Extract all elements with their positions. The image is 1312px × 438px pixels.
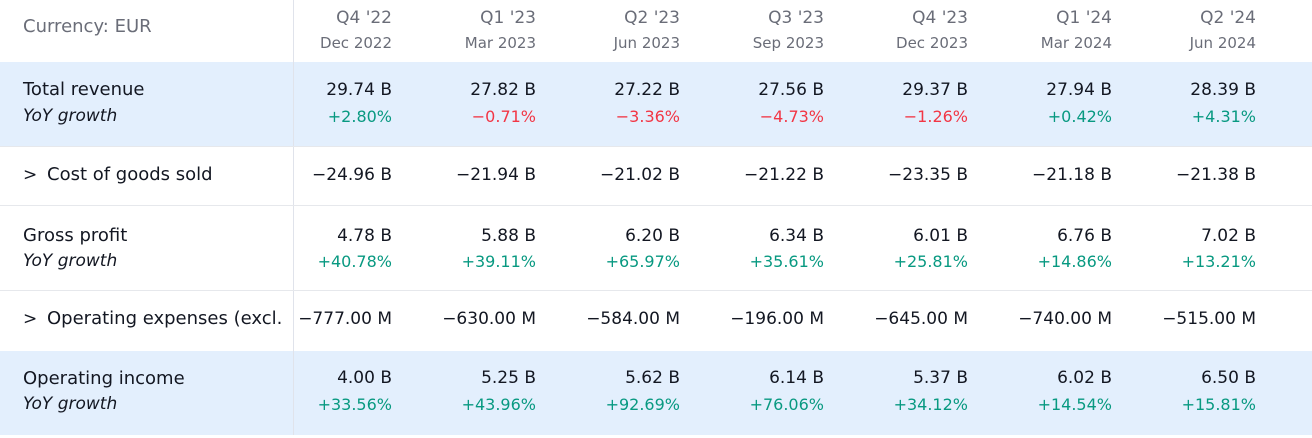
value-cell: −515.00 M (1162, 309, 1256, 329)
header-row: Currency: EUR Q4 '22 Dec 2022 Q1 '23 Mar 20… (0, 0, 1312, 62)
value-cell: 5.88 B (481, 226, 536, 246)
column-date: Dec 2022 (320, 34, 392, 52)
value-cell: −21.18 B (1032, 165, 1112, 185)
row-cost-of-goods-sold[interactable]: > Cost of goods sold −24.96 B −21.94 B −21… (0, 146, 1312, 206)
total-revenue-label: Total revenue (23, 79, 145, 100)
value-cell: 5.25 B (481, 368, 536, 388)
yoy-growth-cell: +35.61% (749, 252, 824, 271)
gross-profit-label: Gross profit (23, 225, 128, 246)
value-cell: −21.38 B (1176, 165, 1256, 185)
value-cell: 7.02 B (1201, 226, 1256, 246)
row-operating-income[interactable]: Operating income YoY growth 4.00 B 5.25 B… (0, 351, 1312, 435)
value-cell: 29.74 B (326, 80, 392, 100)
value-cell: −23.35 B (888, 165, 968, 185)
yoy-growth-cell: +14.54% (1037, 395, 1112, 414)
column-quarter: Q4 '23 (912, 8, 968, 28)
yoy-growth-cell: +13.21% (1181, 252, 1256, 271)
yoy-growth-cell: −0.71% (471, 107, 536, 126)
column-quarter: Q1 '24 (1056, 8, 1112, 28)
value-cell: 6.01 B (913, 226, 968, 246)
yoy-growth-cell: −3.36% (615, 107, 680, 126)
yoy-growth-cell: +43.96% (461, 395, 536, 414)
chevron-right-icon[interactable]: > (23, 165, 38, 185)
column-date: Mar 2024 (1040, 34, 1112, 52)
yoy-growth-cell: +15.81% (1181, 395, 1256, 414)
value-cell: 6.50 B (1201, 368, 1256, 388)
yoy-growth-cell: +34.12% (893, 395, 968, 414)
value-cell: 28.39 B (1190, 80, 1256, 100)
value-cell: −24.96 B (312, 165, 392, 185)
column-quarter: Q2 '24 (1200, 8, 1256, 28)
yoy-growth-cell: +2.80% (327, 107, 392, 126)
gross-profit-yoy-label: YoY growth (23, 251, 118, 271)
column-quarter: Q2 '23 (624, 8, 680, 28)
value-cell: 6.20 B (625, 226, 680, 246)
value-cell: 27.82 B (470, 80, 536, 100)
value-cell: −21.02 B (600, 165, 680, 185)
value-cell: −21.22 B (744, 165, 824, 185)
yoy-growth-cell: +65.97% (605, 252, 680, 271)
column-date: Jun 2024 (1189, 34, 1256, 52)
column-date: Dec 2023 (896, 34, 968, 52)
value-cell: −21.94 B (456, 165, 536, 185)
value-cell: 4.00 B (337, 368, 392, 388)
value-cell: 6.02 B (1057, 368, 1112, 388)
value-cell: 29.37 B (902, 80, 968, 100)
value-cell: −740.00 M (1018, 309, 1112, 329)
value-cell: 5.37 B (913, 368, 968, 388)
value-cell: −584.00 M (586, 309, 680, 329)
yoy-growth-cell: +39.11% (461, 252, 536, 271)
cogs-label: Cost of goods sold (47, 164, 213, 185)
total-revenue-yoy-label: YoY growth (23, 106, 118, 126)
column-quarter: Q4 '22 (336, 8, 392, 28)
yoy-growth-cell: +33.56% (317, 395, 392, 414)
yoy-growth-cell: +4.31% (1191, 107, 1256, 126)
value-cell: −777.00 M (298, 309, 392, 329)
row-total-revenue[interactable]: Total revenue YoY growth 29.74 B 27.82 B 2… (0, 62, 1312, 146)
value-cell: −645.00 M (874, 309, 968, 329)
header-label-cell: Currency: EUR (0, 0, 294, 62)
column-date: Sep 2023 (752, 34, 824, 52)
chevron-right-icon[interactable]: > (23, 309, 38, 329)
column-date: Mar 2023 (464, 34, 536, 52)
yoy-growth-cell: −4.73% (759, 107, 824, 126)
yoy-growth-cell: +92.69% (605, 395, 680, 414)
yoy-growth-cell: +0.42% (1047, 107, 1112, 126)
yoy-growth-cell: +40.78% (317, 252, 392, 271)
currency-label: Currency: EUR (23, 16, 152, 37)
row-gross-profit[interactable]: Gross profit YoY growth 4.78 B 5.88 B 6.20… (0, 205, 1312, 291)
value-cell: 6.14 B (769, 368, 824, 388)
column-quarter: Q3 '23 (768, 8, 824, 28)
row-operating-expenses[interactable]: > Operating expenses (excl. −777.00 M −63… (0, 290, 1312, 352)
yoy-growth-cell: +25.81% (893, 252, 968, 271)
value-cell: −196.00 M (730, 309, 824, 329)
yoy-growth-cell: −1.26% (903, 107, 968, 126)
value-cell: 5.62 B (625, 368, 680, 388)
opex-label: Operating expenses (excl. (47, 308, 283, 329)
value-cell: 27.94 B (1046, 80, 1112, 100)
column-quarter: Q1 '23 (480, 8, 536, 28)
yoy-growth-cell: +14.86% (1037, 252, 1112, 271)
operating-income-yoy-label: YoY growth (23, 394, 118, 414)
yoy-growth-cell: +76.06% (749, 395, 824, 414)
value-cell: 27.22 B (614, 80, 680, 100)
value-cell: 4.78 B (337, 226, 392, 246)
value-cell: 6.34 B (769, 226, 824, 246)
column-date: Jun 2023 (613, 34, 680, 52)
operating-income-label: Operating income (23, 368, 185, 389)
value-cell: 6.76 B (1057, 226, 1112, 246)
value-cell: −630.00 M (442, 309, 536, 329)
value-cell: 27.56 B (758, 80, 824, 100)
